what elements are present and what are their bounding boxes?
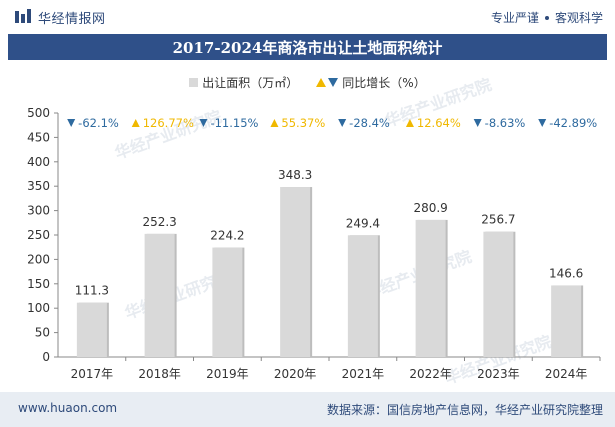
bar-chart: 华经产业研究院华经产业研究院华经产业研究院华经产业研究院华经产业研究院05010… — [27, 75, 601, 388]
brand[interactable]: 华经情报网 — [14, 7, 106, 27]
y-tick-label: 250 — [27, 228, 50, 242]
bar-value-label: 249.4 — [346, 216, 380, 230]
bar-value-label: 252.3 — [142, 215, 176, 229]
y-tick-label: 350 — [27, 179, 50, 193]
bar — [144, 233, 175, 357]
x-tick-label: 2022年 — [409, 367, 452, 381]
growth-label: -28.4% — [349, 116, 390, 130]
bar — [280, 187, 311, 357]
x-tick-label: 2020年 — [274, 367, 317, 381]
growth-label: -42.89% — [549, 116, 597, 130]
growth-down-triangle-icon — [67, 119, 76, 127]
legend-up-triangle-icon — [316, 77, 327, 87]
y-tick-label: 500 — [27, 106, 50, 120]
growth-up-triangle-icon — [405, 119, 414, 127]
growth-label: -11.15% — [210, 116, 258, 130]
footer-source: 数据来源：国信房地产信息网，华经产业研究院整理 — [326, 403, 603, 417]
y-tick-label: 150 — [27, 277, 50, 291]
x-tick-label: 2024年 — [545, 367, 588, 381]
legend-down-triangle-icon — [328, 77, 339, 87]
legend-label-area: 出让面积（万㎡） — [202, 75, 299, 90]
legend-label-growth: 同比增长（%） — [342, 75, 426, 90]
y-tick-label: 100 — [27, 301, 50, 315]
growth-label: -62.1% — [78, 116, 119, 130]
y-tick-label: 300 — [27, 204, 50, 218]
bar — [415, 219, 446, 357]
tagline: 专业严谨 客观科学 — [491, 9, 603, 26]
x-tick-label: 2017年 — [71, 367, 114, 381]
growth-down-triangle-icon — [338, 119, 347, 127]
chart-legend: 出让面积（万㎡） 同比增长（%） — [0, 72, 615, 92]
bar-value-label: 111.3 — [75, 284, 109, 298]
y-tick-label: 0 — [42, 350, 50, 364]
footer-url[interactable]: www.huaon.com — [18, 401, 118, 415]
chart-title: 2017-2024年商洛市出让土地面积统计 — [8, 34, 607, 60]
bar-value-label: 224.2 — [210, 229, 244, 243]
bar-value-label: 146.6 — [549, 266, 583, 280]
bar-value-label: 256.7 — [481, 213, 515, 227]
brand-logo-icon — [15, 9, 31, 23]
legend-swatch-bar — [189, 77, 199, 87]
x-tick-label: 2018年 — [138, 367, 181, 381]
growth-label: -8.63% — [485, 116, 526, 130]
x-tick-label: 2023年 — [477, 367, 520, 381]
growth-label: 12.64% — [417, 116, 461, 130]
x-tick-label: 2021年 — [342, 367, 385, 381]
growth-up-triangle-icon — [270, 119, 279, 127]
top-bar: 华经情报网 专业严谨 客观科学 — [0, 0, 615, 34]
tagline-left: 专业严谨 — [490, 11, 539, 25]
growth-label: 55.37% — [281, 116, 325, 130]
y-tick-label: 200 — [27, 252, 50, 266]
bar — [212, 247, 243, 357]
bar — [551, 285, 582, 357]
legend-item-growth: 同比增长（%） — [316, 74, 426, 91]
tagline-right: 客观科学 — [554, 11, 603, 25]
y-tick-label: 450 — [27, 130, 50, 144]
brand-name: 华经情报网 — [38, 11, 106, 27]
growth-up-triangle-icon — [131, 119, 140, 127]
bar — [347, 235, 378, 357]
legend-item-area: 出让面积（万㎡） — [189, 74, 298, 91]
y-tick-label: 400 — [27, 155, 50, 169]
x-tick-label: 2019年 — [206, 367, 249, 381]
footer: www.huaon.com 数据来源：国信房地产信息网，华经产业研究院整理 — [0, 392, 615, 427]
y-tick-label: 50 — [35, 326, 50, 340]
bar — [483, 231, 514, 357]
bar-value-label: 348.3 — [278, 168, 312, 182]
growth-down-triangle-icon — [473, 119, 482, 127]
growth-down-triangle-icon — [199, 119, 208, 127]
growth-label: 126.77% — [143, 116, 194, 130]
bar-value-label: 280.9 — [413, 201, 447, 215]
tagline-separator-dot — [544, 15, 549, 20]
bar — [76, 302, 107, 357]
growth-down-triangle-icon — [538, 119, 547, 127]
